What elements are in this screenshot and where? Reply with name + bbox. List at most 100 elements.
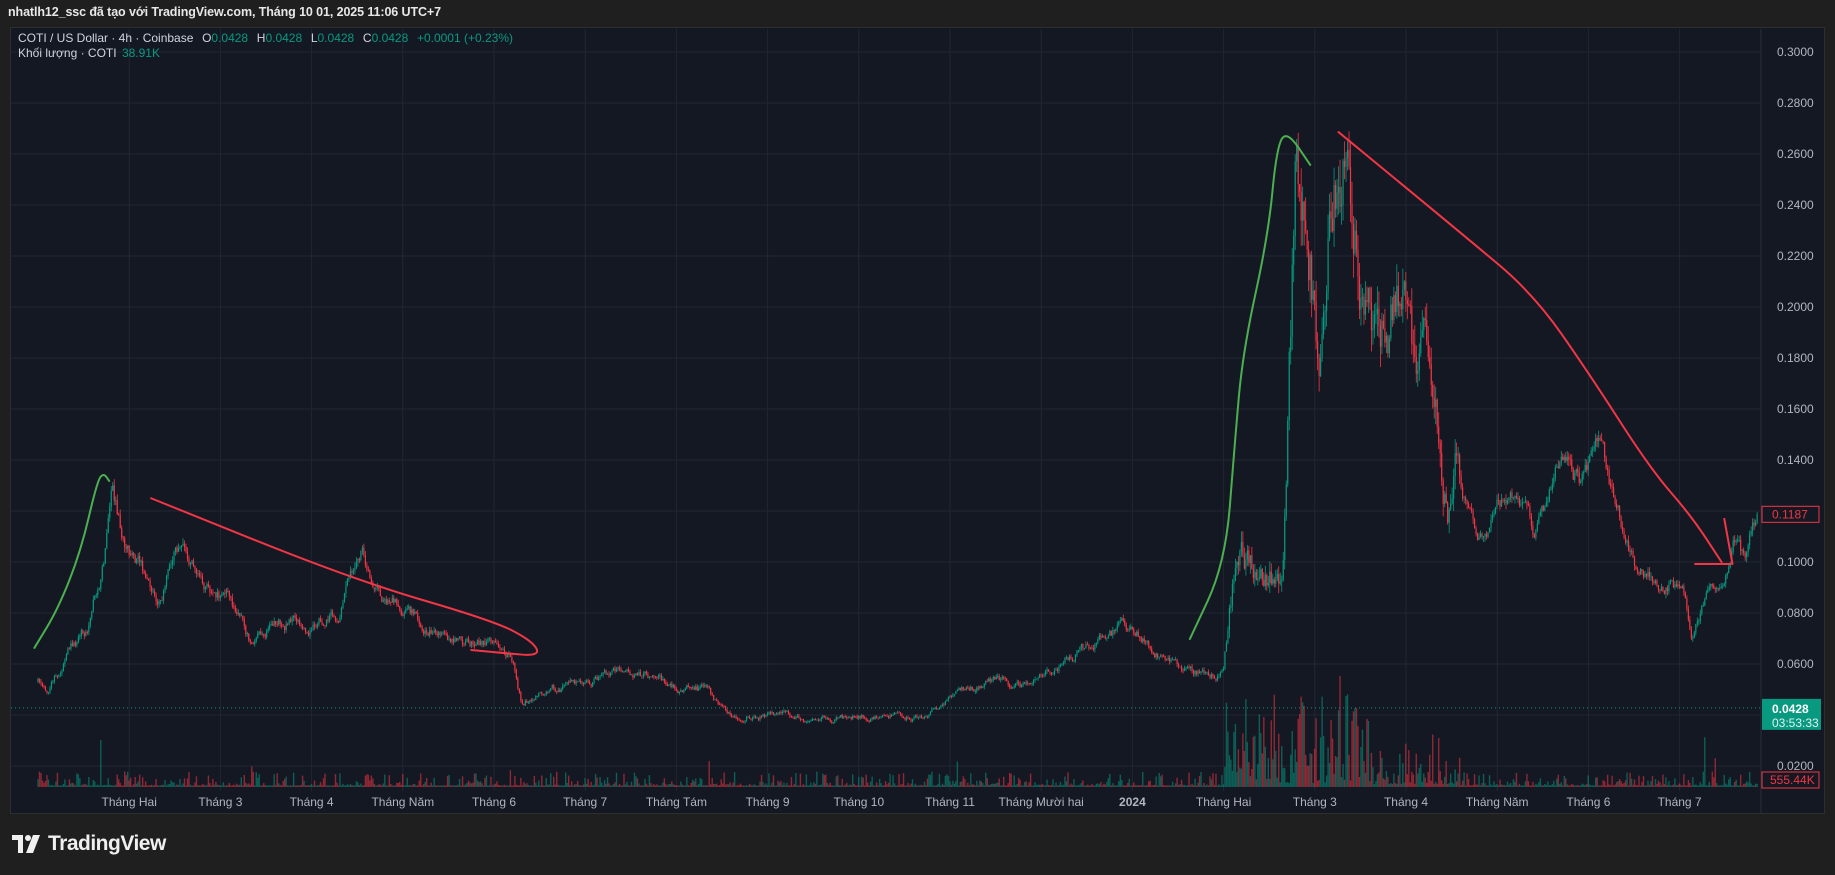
volume-bar [1164,785,1166,787]
candle-body [593,678,595,683]
candle-body [1303,201,1305,221]
candle-body [633,675,636,678]
candle-body [213,592,215,594]
candle-body [893,712,896,715]
volume-bar [790,777,793,787]
volume-bar [1284,768,1286,787]
volume-bar [128,780,130,787]
volume-bar [569,785,571,787]
volume-bar [188,772,190,787]
volume-bar [949,781,951,787]
volume-bar [808,785,811,787]
volume-bar [315,785,317,787]
volume-bar [1031,785,1033,787]
candle-body [457,638,459,641]
volume-bar [449,785,452,787]
candle-body [760,716,763,718]
candle-body [1725,575,1727,584]
volume-bar [121,785,123,787]
candle-body [243,619,245,626]
candle-body [843,716,845,718]
volume-bar [201,784,204,787]
volume-bar [1608,784,1610,787]
candle-body [252,643,254,645]
candle-body [1034,678,1036,681]
volume-bar [943,784,945,787]
volume-bar [150,784,153,787]
volume-bar [834,785,836,787]
candle-body [1747,544,1749,553]
candle-body [1157,653,1159,658]
volume-bar [1672,784,1675,787]
candle-body [1752,522,1754,532]
volume-bar [1642,776,1645,787]
candle-body [1491,515,1494,521]
candle-body [109,506,111,518]
candle-body [1426,320,1428,342]
volume-bar [1716,783,1718,787]
volume-bar [1479,785,1482,787]
price-chart[interactable]: 0.30000.28000.26000.24000.22000.20000.18… [11,28,1826,815]
volume-bar [231,785,234,787]
candle-body [1657,585,1660,591]
volume-bar [850,785,852,787]
chart-panel[interactable]: 0.3000 0.2800 0.2600 0.2400 0.2200 0.2000 0.18… [10,27,1825,814]
volume-bar [152,785,154,787]
volume-bar [1279,782,1281,787]
candle-body [632,674,634,678]
volume-bar [1019,779,1021,787]
volume-bar [712,783,715,787]
time-tick-label: Tháng 6 [1566,795,1610,809]
volume-bar [1382,778,1385,787]
tradingview-logo[interactable]: TradingView [12,832,166,856]
volume-bar [330,785,332,787]
candle-body [668,685,670,687]
volume-bar [837,775,839,787]
volume-bar [1435,781,1437,787]
candle-body [399,606,401,610]
volume-bar [1566,784,1568,787]
volume-bar [1741,785,1743,787]
candle-body [1420,337,1422,354]
candle-body [421,627,423,631]
candle-body [545,691,547,695]
volume-bar [1472,784,1474,787]
volume-bar [367,774,370,787]
volume-bar [762,782,764,787]
candle-body [1361,296,1364,298]
volume-bar [1523,785,1525,787]
candle-body [1009,684,1011,688]
volume-bar [680,781,682,787]
volume-bar [373,783,376,787]
volume-bar [1155,776,1157,787]
time-tick-label: Tháng 4 [1384,795,1428,809]
volume-bar [266,785,268,787]
candle-body [300,624,302,627]
volume-bar [886,784,888,787]
volume-bar [1246,741,1249,787]
candle-body [1300,191,1302,221]
candle-body [171,561,174,565]
volume-bar [251,766,253,787]
candle-body [597,677,600,681]
volume-bar [285,776,287,787]
candle-body [1242,541,1244,556]
candle-body [905,717,908,720]
candle-body [877,717,879,719]
volume-bar [884,781,887,787]
volume-bar [1548,785,1551,787]
volume-bar [71,782,74,787]
volume-bar [562,785,564,787]
candle-body [696,686,698,691]
volume-bar [1029,773,1032,787]
volume-bar [1391,783,1394,787]
volume-bar [1681,785,1684,787]
volume-bar [615,772,618,787]
volume-bar [600,782,603,787]
volume-bar [819,784,821,787]
candle-body [1373,314,1376,329]
candle-body [889,715,891,718]
volume-bar [1408,750,1410,787]
volume-bar [1596,777,1598,787]
candle-body [820,717,822,721]
